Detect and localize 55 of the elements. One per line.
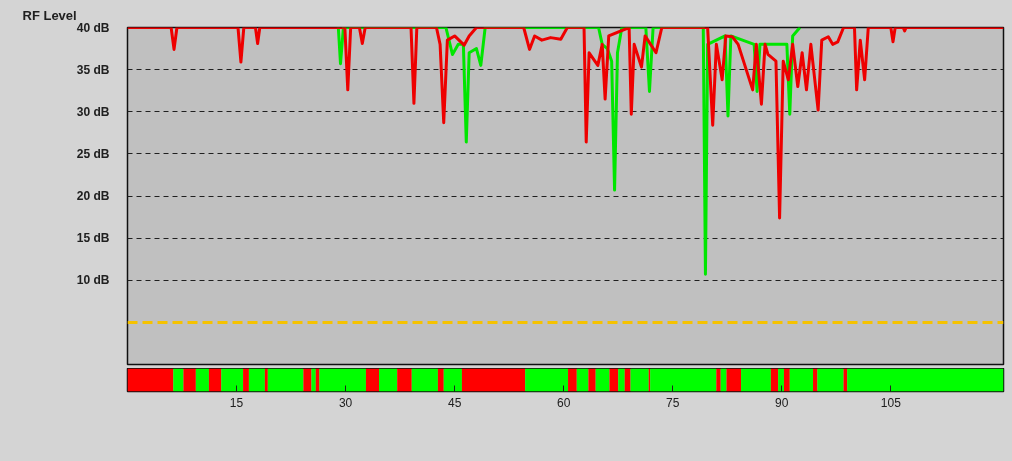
- bar: [221, 368, 244, 392]
- line-series: [336, 27, 802, 276]
- bar: [208, 368, 222, 392]
- bar: [461, 368, 526, 392]
- bar: [311, 368, 316, 392]
- bar: [770, 368, 779, 392]
- y-tick-label: 30 dB: [76, 104, 110, 119]
- bar: [248, 368, 265, 392]
- bar: [624, 368, 631, 392]
- bar: [127, 368, 174, 392]
- bar: [595, 368, 610, 392]
- bar: [609, 368, 619, 392]
- bar: [173, 368, 184, 392]
- chart-title: RF Level: [22, 7, 77, 23]
- bar: [720, 368, 727, 392]
- y-tick-label: 40 dB: [76, 20, 110, 35]
- y-tick-label: 20 dB: [76, 189, 110, 203]
- bar: [303, 368, 312, 392]
- x-tick-label: 105: [880, 395, 902, 410]
- y-tick-label: 35 dB: [76, 62, 110, 77]
- bar: [264, 368, 268, 392]
- bar: [319, 368, 366, 392]
- bar: [267, 368, 304, 392]
- bar: [618, 368, 625, 392]
- bar: [243, 368, 249, 392]
- x-tick-label: 75: [666, 395, 680, 410]
- bar: [789, 368, 814, 392]
- y-tick-label: 15 dB: [76, 231, 110, 246]
- bar: [397, 368, 412, 392]
- bar: [183, 368, 196, 392]
- x-tick-label: 30: [338, 395, 353, 410]
- x-tick-label: 45: [447, 395, 462, 410]
- bar: [365, 368, 380, 392]
- x-tick-label: 60: [557, 395, 571, 410]
- bar: [195, 368, 209, 392]
- bar: [411, 368, 438, 392]
- y-tick-label: 10 dB: [76, 273, 110, 288]
- x-tick-label: 15: [229, 395, 244, 410]
- bar: [525, 368, 569, 392]
- bar: [726, 368, 742, 392]
- bar: [716, 368, 721, 392]
- bar: [588, 368, 596, 392]
- bar: [437, 368, 444, 392]
- bar: [778, 368, 784, 392]
- bar: [847, 368, 1004, 392]
- bar: [443, 368, 462, 392]
- y-tick-label: 25 dB: [76, 146, 110, 161]
- x-tick-label: 90: [775, 395, 789, 410]
- bar: [817, 368, 844, 392]
- bar: [568, 368, 577, 392]
- bar: [741, 368, 771, 392]
- bar: [576, 368, 589, 392]
- line-series: [127, 27, 1004, 220]
- bar: [379, 368, 398, 392]
- bar: [783, 368, 790, 392]
